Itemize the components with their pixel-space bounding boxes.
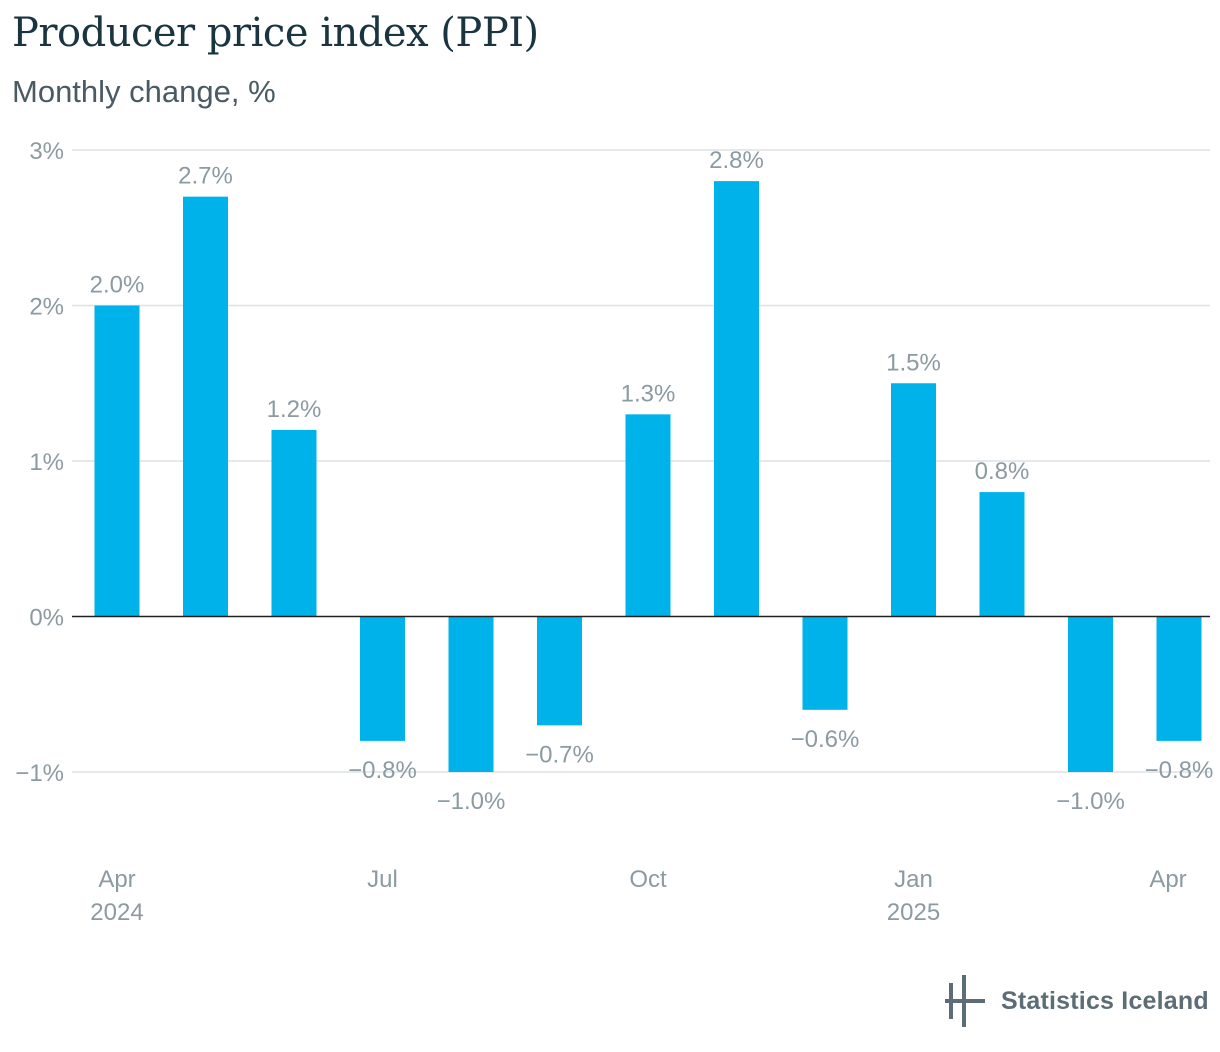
y-tick-label: 1%	[29, 449, 64, 476]
data-label: 0.8%	[975, 458, 1030, 485]
bars	[94, 181, 1202, 773]
statistics-iceland-logo[interactable]: Statistics Iceland	[945, 975, 1209, 1027]
y-tick-label: 2%	[29, 294, 64, 321]
data-label: 1.3%	[621, 380, 676, 407]
bar[interactable]	[891, 383, 936, 617]
x-tick-label: Apr	[1149, 866, 1186, 893]
y-tick-label: −1%	[15, 760, 64, 787]
bar[interactable]	[802, 616, 848, 710]
x-tick-label: Oct	[629, 866, 667, 893]
x-axis-ticks: Apr 2024 Jul Oct Jan 2025 Apr	[90, 866, 1186, 926]
bar[interactable]	[94, 305, 140, 617]
data-label: 1.5%	[886, 349, 941, 376]
data-labels: 2.0% 2.7% 1.2% −0.8% −1.0% −0.7% 1.3% 2.8% −0.6%…	[90, 147, 1214, 815]
y-tick-label: 3%	[29, 138, 64, 165]
bar[interactable]	[979, 492, 1025, 617]
x-tick-year-label: 2025	[887, 899, 940, 926]
bar[interactable]	[714, 181, 759, 617]
data-label: −0.8%	[348, 757, 417, 784]
bar[interactable]	[625, 414, 671, 617]
bar[interactable]	[271, 429, 317, 617]
x-tick-year-label: 2024	[90, 899, 143, 926]
x-tick-label: Jan	[894, 866, 933, 893]
data-label: −0.6%	[791, 726, 860, 753]
data-label: −0.7%	[525, 741, 594, 768]
bar[interactable]	[448, 616, 494, 773]
x-tick-label: Jul	[367, 866, 398, 893]
bar-chart: 3% 2% 1% 0% −1% 2.0% 2.7% 1.2% −0.8% −1.0% −0.7% 1…	[15, 138, 1214, 926]
bar[interactable]	[1156, 616, 1202, 741]
data-label: 2.7%	[178, 163, 233, 190]
chart-title: Producer price index (PPI)	[12, 10, 539, 56]
data-label: 2.8%	[709, 147, 764, 174]
data-label: 2.0%	[90, 272, 145, 299]
data-label: 1.2%	[267, 396, 322, 423]
bar[interactable]	[360, 616, 405, 741]
data-label: −1.0%	[437, 788, 506, 815]
x-tick-label: Apr	[98, 866, 135, 893]
bar[interactable]	[537, 616, 582, 726]
bar[interactable]	[183, 196, 228, 617]
data-label: −1.0%	[1056, 788, 1125, 815]
logo-mark-icon	[945, 975, 985, 1027]
bar[interactable]	[1068, 616, 1113, 773]
data-label: −0.8%	[1145, 757, 1214, 784]
y-tick-label: 0%	[29, 605, 64, 632]
source-label: Statistics Iceland	[1001, 986, 1209, 1015]
chart-subtitle: Monthly change, %	[12, 74, 276, 109]
y-axis-ticks: 3% 2% 1% 0% −1%	[15, 138, 64, 787]
